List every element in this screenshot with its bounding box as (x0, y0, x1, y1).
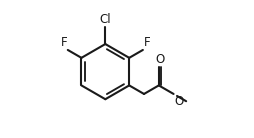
Text: F: F (60, 36, 67, 49)
Text: O: O (155, 53, 165, 66)
Text: O: O (174, 95, 183, 108)
Text: F: F (144, 36, 150, 49)
Text: Cl: Cl (100, 13, 111, 26)
